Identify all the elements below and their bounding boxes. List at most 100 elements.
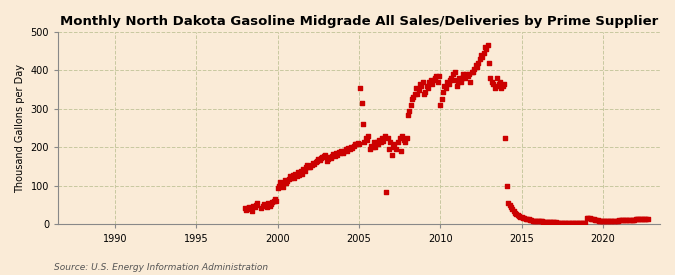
Point: [573, 221, 584, 226]
Point: [458, 72, 469, 76]
Point: [366, 143, 377, 148]
Point: [296, 168, 306, 173]
Point: [304, 165, 315, 170]
Point: [534, 219, 545, 224]
Point: [360, 136, 371, 140]
Point: [622, 218, 633, 222]
Point: [572, 221, 583, 225]
Point: [593, 218, 604, 223]
Point: [346, 145, 356, 150]
Point: [518, 215, 529, 220]
Point: [448, 78, 459, 82]
Point: [354, 141, 364, 146]
Point: [480, 45, 491, 50]
Point: [336, 149, 347, 153]
Point: [280, 181, 291, 185]
Point: [313, 157, 324, 161]
Point: [526, 218, 537, 222]
Point: [514, 214, 524, 218]
Point: [438, 89, 449, 94]
Point: [328, 152, 339, 156]
Point: [374, 138, 385, 142]
Point: [462, 74, 473, 78]
Point: [439, 84, 450, 88]
Point: [267, 200, 277, 204]
Point: [611, 219, 622, 224]
Point: [546, 220, 557, 224]
Point: [268, 199, 279, 204]
Point: [252, 201, 263, 205]
Point: [574, 221, 585, 226]
Point: [626, 218, 637, 222]
Point: [356, 101, 367, 105]
Point: [302, 163, 313, 167]
Point: [364, 147, 375, 152]
Point: [523, 217, 534, 222]
Point: [488, 82, 499, 86]
Point: [625, 218, 636, 222]
Point: [496, 86, 507, 90]
Point: [339, 149, 350, 153]
Point: [292, 174, 302, 178]
Point: [610, 219, 621, 224]
Point: [487, 80, 497, 84]
Point: [493, 82, 504, 86]
Point: [332, 153, 343, 157]
Point: [410, 86, 421, 90]
Point: [272, 186, 283, 190]
Point: [343, 146, 354, 150]
Point: [504, 203, 515, 207]
Point: [389, 141, 400, 146]
Point: [507, 207, 518, 211]
Point: [294, 173, 304, 177]
Point: [587, 217, 597, 221]
Point: [502, 184, 512, 188]
Point: [385, 139, 396, 144]
Point: [497, 84, 508, 88]
Point: [476, 53, 487, 57]
Point: [371, 139, 382, 144]
Point: [469, 66, 480, 71]
Point: [633, 217, 644, 222]
Point: [520, 216, 531, 221]
Point: [491, 84, 502, 88]
Point: [369, 139, 379, 144]
Point: [583, 216, 593, 220]
Point: [643, 216, 653, 221]
Point: [535, 219, 546, 224]
Point: [456, 80, 466, 84]
Point: [367, 145, 378, 150]
Point: [402, 112, 413, 117]
Point: [533, 219, 543, 223]
Point: [619, 218, 630, 222]
Point: [499, 82, 510, 86]
Point: [556, 220, 566, 225]
Point: [315, 158, 325, 162]
Point: [241, 208, 252, 212]
Point: [551, 220, 562, 225]
Point: [605, 219, 616, 224]
Point: [331, 151, 342, 155]
Point: [273, 184, 284, 188]
Point: [443, 82, 454, 86]
Point: [640, 216, 651, 221]
Point: [335, 151, 346, 155]
Point: [557, 220, 568, 225]
Point: [383, 147, 394, 152]
Point: [547, 220, 558, 224]
Point: [394, 136, 405, 140]
Point: [538, 219, 549, 224]
Point: [260, 203, 271, 207]
Point: [351, 142, 362, 147]
Point: [554, 220, 565, 225]
Point: [639, 217, 649, 221]
Point: [344, 147, 355, 152]
Point: [446, 76, 457, 80]
Point: [542, 219, 553, 224]
Point: [373, 141, 383, 146]
Point: [564, 221, 574, 225]
Point: [409, 91, 420, 96]
Point: [342, 148, 352, 153]
Point: [511, 211, 522, 216]
Point: [413, 87, 424, 92]
